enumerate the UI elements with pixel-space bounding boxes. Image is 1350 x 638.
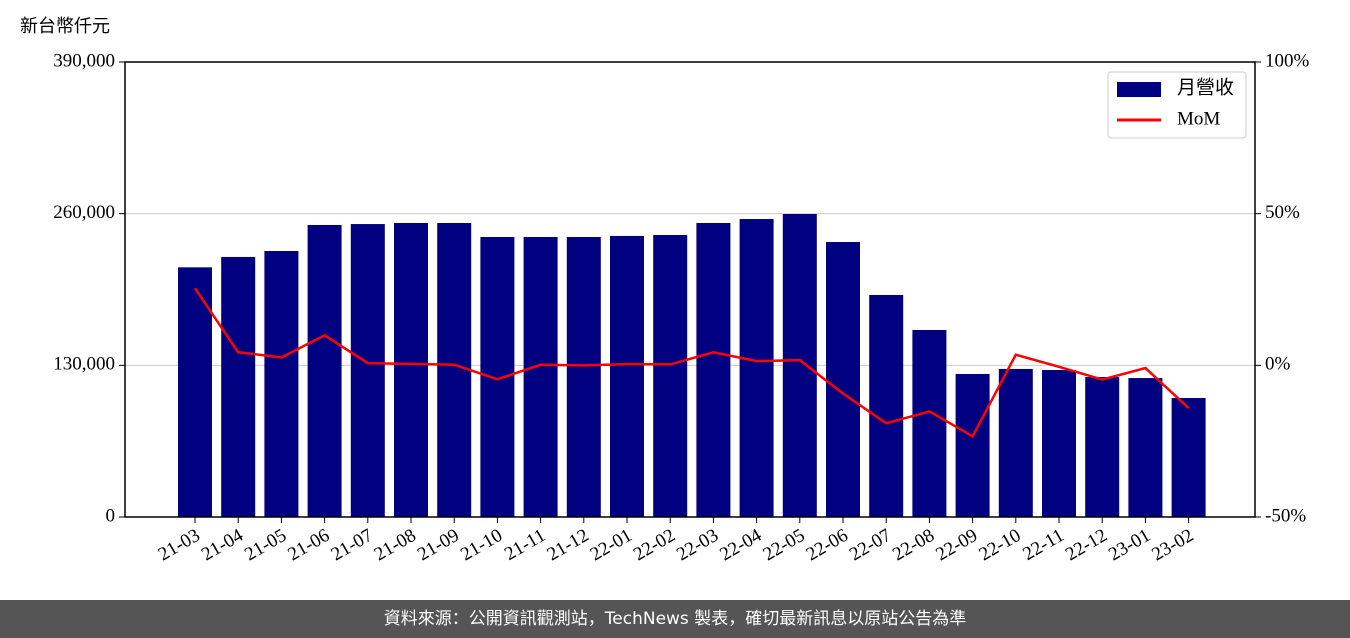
x-tick-label: 23-01 xyxy=(1105,525,1154,565)
bar xyxy=(696,223,731,517)
y-tick-label: 390,000 xyxy=(53,50,115,71)
bar xyxy=(178,267,212,517)
y2-tick-label: 50% xyxy=(1265,202,1300,223)
bar xyxy=(955,373,990,517)
bar xyxy=(307,224,342,517)
x-tick-label: 21-08 xyxy=(371,525,420,565)
x-tick-label: 22-03 xyxy=(673,525,722,565)
bar xyxy=(782,214,817,517)
x-tick-label: 21-12 xyxy=(544,525,593,565)
x-tick-label: 21-04 xyxy=(198,525,247,566)
source-note: 資料來源：公開資訊觀測站，TechNews 製表，確切最新訊息以原站公告為準 xyxy=(0,600,1350,638)
chart: 新台幣仟元 0 130,000 260,000 390,000 -50% 0% 50% 100… xyxy=(20,16,1310,566)
bar xyxy=(826,242,860,517)
x-tick-label: 22-05 xyxy=(760,525,809,565)
bar xyxy=(264,251,299,517)
line xyxy=(193,287,1190,439)
legend-label: MoM xyxy=(1177,108,1220,129)
x-tick-label: 21-05 xyxy=(241,525,290,565)
y-tick-label: 260,000 xyxy=(53,202,115,223)
bar xyxy=(1085,377,1120,517)
x-tick-label: 21-10 xyxy=(457,525,506,565)
y2-tick-label: 100% xyxy=(1265,50,1310,71)
x-tick-label: 21-07 xyxy=(328,525,377,565)
y-tick-label: 130,000 xyxy=(53,354,115,375)
y2-tick-label: -50% xyxy=(1265,505,1306,526)
x-tick-label: 21-03 xyxy=(155,525,204,565)
x-tick-label: 21-06 xyxy=(284,525,333,565)
x-tick-label: 22-01 xyxy=(587,525,636,565)
bar xyxy=(1128,378,1163,517)
x-tick-label: 22-07 xyxy=(846,525,895,565)
x-tick-label: 21-11 xyxy=(501,525,549,565)
x-tick-label: 23-02 xyxy=(1148,525,1197,565)
x-tick-label: 22-11 xyxy=(1019,525,1067,565)
bar xyxy=(739,219,774,518)
legend-swatch xyxy=(1117,82,1161,97)
bar xyxy=(1171,398,1206,517)
bar xyxy=(523,237,558,517)
y2-tick-label: 0% xyxy=(1265,354,1291,375)
x-tick-label: 22-10 xyxy=(976,525,1025,565)
legend: 月營收 MoM xyxy=(1107,71,1247,139)
bar xyxy=(221,256,256,517)
x-tick-label: 21-09 xyxy=(414,525,463,565)
x-tick-label: 22-08 xyxy=(889,525,938,565)
plot-frame xyxy=(124,61,1256,518)
x-tick-label: 22-04 xyxy=(716,525,765,566)
bar xyxy=(998,368,1033,517)
bar xyxy=(566,237,601,517)
x-tick-label: 22-12 xyxy=(1062,525,1111,565)
bar xyxy=(350,224,385,518)
x-tick-label: 22-09 xyxy=(932,525,981,565)
bar xyxy=(480,237,515,517)
bar xyxy=(912,329,947,517)
x-tick-label: 22-06 xyxy=(803,525,852,565)
bar xyxy=(610,235,644,517)
bar xyxy=(653,235,688,517)
legend-label: 月營收 xyxy=(1177,76,1234,98)
y-tick-label: 0 xyxy=(106,505,116,526)
bar xyxy=(1042,370,1076,517)
y-axis-label: 新台幣仟元 xyxy=(20,16,110,37)
bar xyxy=(437,223,472,517)
x-tick-label: 22-02 xyxy=(630,525,679,565)
bar xyxy=(394,223,428,517)
bar xyxy=(869,294,904,517)
